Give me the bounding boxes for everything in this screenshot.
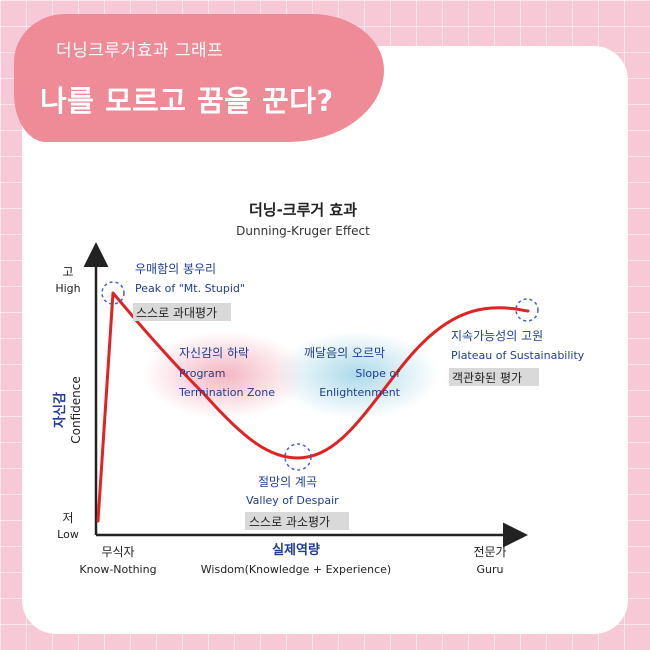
header-headline: 나를 모르고 꿈을 꾼다?: [40, 84, 334, 118]
x-end-ko: 전문가: [473, 545, 506, 559]
header-blob: [14, 14, 384, 142]
decline-label-ko: 자신감의 하락: [179, 346, 249, 360]
valley-tag: 스스로 과소평가: [249, 515, 330, 529]
decline-label-en-2: Termination Zone: [178, 386, 275, 399]
plateau-tag: 객관화된 평가: [452, 371, 522, 385]
x-start-en: Know-Nothing: [79, 563, 156, 576]
decline-zone: [143, 331, 307, 419]
plateau-label-ko: 지속가능성의 고원: [451, 329, 543, 343]
x-start-ko: 무식자: [101, 545, 134, 559]
peak-tag-bg: [133, 303, 231, 321]
x-axis-label-ko: 실제역량: [272, 542, 320, 558]
x-end-en: Guru: [477, 563, 504, 576]
peak-label-en: Peak of "Mt. Stupid": [135, 282, 245, 295]
y-axis-label-en: Confidence: [69, 376, 83, 443]
y-high-en: High: [55, 282, 80, 295]
confidence-curve: [96, 291, 530, 523]
peak-label-ko: 우매함의 봉우리: [135, 262, 216, 276]
y-axis-label-ko: 자신감: [53, 392, 68, 428]
plateau-label-en: Plateau of Sustainability: [451, 349, 585, 362]
plateau-marker: [515, 298, 539, 322]
enlightenment-label-ko: 깨달음의 오르막: [304, 346, 385, 360]
plateau-tag-bg: [449, 368, 539, 386]
valley-marker: [284, 443, 312, 471]
header-subtitle: 더닝크루거효과 그래프: [56, 41, 224, 61]
enlightenment-label-en-2: Enlightenment: [319, 386, 400, 399]
valley-label-ko: 절망의 계곡: [258, 475, 317, 489]
enlightenment-label-en-1: Slope of: [355, 367, 401, 380]
enlightenment-zone: [275, 331, 439, 419]
y-low-en: Low: [57, 528, 79, 541]
x-axis-label-en: Wisdom(Knowledge + Experience): [201, 563, 391, 576]
y-low-ko: 저: [62, 511, 73, 525]
valley-tag-bg: [245, 512, 349, 530]
decline-label-en-1: Program: [179, 367, 225, 380]
diagram-title-ko: 더닝-크루거 효과: [249, 201, 357, 219]
y-high-ko: 고: [62, 265, 73, 279]
peak-marker: [101, 281, 125, 305]
peak-tag: 스스로 과대평가: [136, 306, 217, 320]
diagram-title-en: Dunning-Kruger Effect: [236, 224, 370, 238]
valley-label-en: Valley of Despair: [246, 494, 339, 507]
